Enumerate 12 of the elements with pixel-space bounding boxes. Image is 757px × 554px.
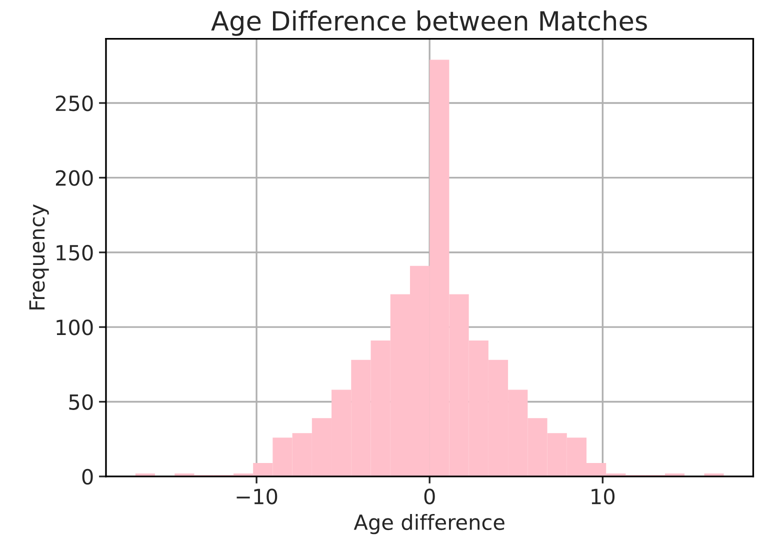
y-tick-label: 50 bbox=[69, 394, 93, 410]
x-tick-label: 0 bbox=[424, 488, 435, 504]
y-tick-label: 0 bbox=[82, 468, 93, 485]
y-tick-label: 100 bbox=[56, 320, 93, 336]
x-tick-label: −10 bbox=[236, 488, 278, 504]
x-axis-title: Age difference bbox=[354, 514, 504, 534]
y-tick-label: 150 bbox=[56, 244, 93, 261]
y-tick-label: 250 bbox=[56, 95, 93, 112]
y-tick-label: 200 bbox=[56, 170, 93, 186]
x-tick-label: 10 bbox=[592, 488, 615, 504]
y-axis-title: Frequency bbox=[29, 204, 49, 310]
chart-title: Age Difference between Matches bbox=[211, 10, 647, 36]
